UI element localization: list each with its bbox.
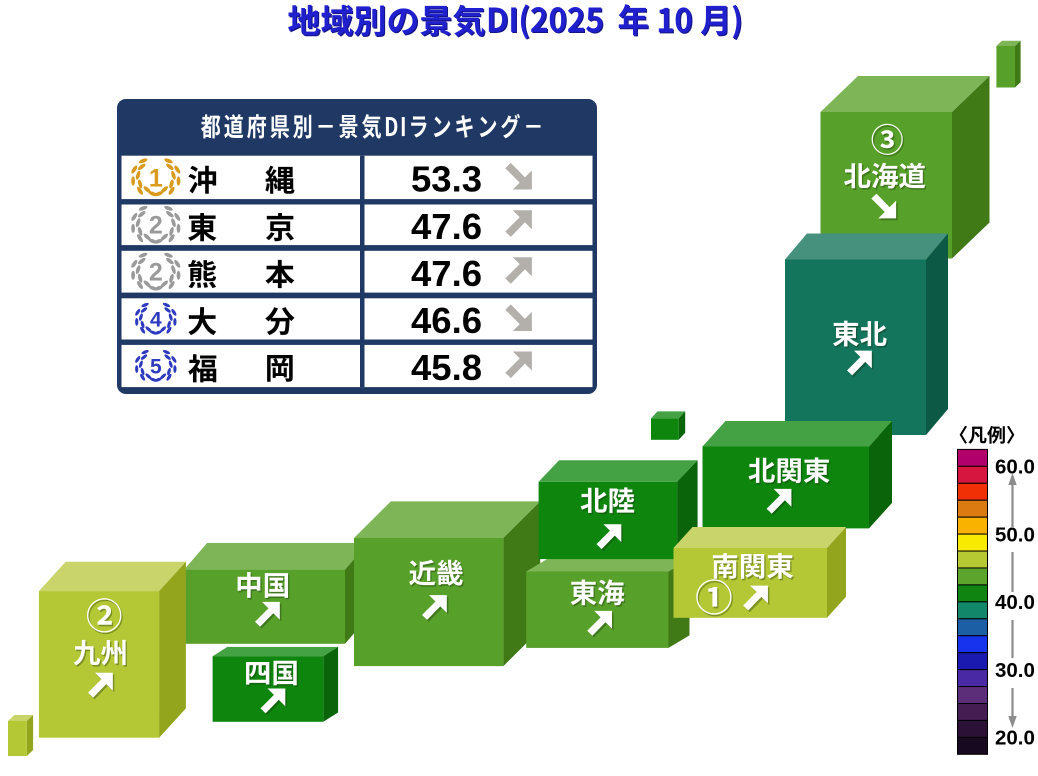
svg-text:5: 5 xyxy=(150,356,162,379)
svg-text:46.6: 46.6 xyxy=(411,300,482,341)
svg-text:4: 4 xyxy=(150,308,162,331)
svg-text:60.0: 60.0 xyxy=(995,456,1035,479)
svg-text:40.0: 40.0 xyxy=(995,591,1035,614)
svg-text:53.3: 53.3 xyxy=(411,159,482,200)
svg-text:2: 2 xyxy=(149,259,163,287)
svg-text:1: 1 xyxy=(149,164,163,192)
svg-text:20.0: 20.0 xyxy=(995,727,1035,750)
svg-text:2: 2 xyxy=(149,212,163,240)
svg-text:50.0: 50.0 xyxy=(995,523,1035,546)
svg-text:30.0: 30.0 xyxy=(995,659,1035,682)
svg-text:47.6: 47.6 xyxy=(411,206,482,247)
svg-text:45.8: 45.8 xyxy=(411,347,482,388)
svg-text:47.6: 47.6 xyxy=(411,253,482,294)
